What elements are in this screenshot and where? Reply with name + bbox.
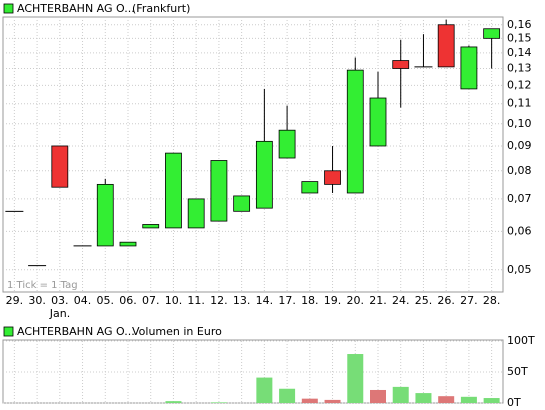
x-tick-label: 28. [483, 294, 501, 307]
candle-body [119, 241, 137, 247]
candle-body [210, 160, 228, 222]
x-tick-label: 29. [6, 294, 24, 307]
x-tick-label: 27. [460, 294, 478, 307]
legend-title: ACHTERBAHN AG O... [17, 325, 135, 338]
y-tick-label: 0,09 [507, 139, 532, 152]
volume-bar [483, 398, 500, 403]
x-tick-label: 18. [301, 294, 319, 307]
y-tick-label: 0,13 [507, 62, 532, 75]
y-tick-label: 50T [507, 365, 528, 378]
volume-bar [279, 388, 296, 403]
x-tick-label: 20. [347, 294, 365, 307]
legend-swatch [3, 326, 14, 337]
volume-bar [438, 396, 455, 403]
volume-bar [301, 398, 318, 403]
volume-bar [460, 396, 477, 403]
x-tick-label: 24. [392, 294, 410, 307]
x-tick-label: 07. [142, 294, 160, 307]
candle-body [187, 198, 205, 229]
volume-bar [324, 399, 341, 403]
y-tick-label: 0,12 [507, 78, 532, 91]
legend-subtitle: Volumen in Euro [132, 325, 222, 338]
candle-body [142, 224, 160, 229]
volume-bar [165, 401, 182, 403]
legend-title: ACHTERBAHN AG O... [17, 2, 135, 15]
price-plot-frame [2, 16, 504, 293]
volume-bar [415, 393, 432, 403]
y-tick-label: 0,08 [507, 164, 532, 177]
y-tick-label: 0,05 [507, 263, 532, 276]
legend-swatch [3, 3, 14, 14]
candle-body [369, 97, 387, 147]
y-tick-label: 0,11 [507, 97, 532, 110]
candle-body [278, 129, 296, 159]
y-tick-label: 0T [507, 396, 521, 409]
volume-bar [392, 386, 409, 403]
x-tick-label: 05. [97, 294, 115, 307]
x-tick-label: 30. [28, 294, 46, 307]
y-tick-label: 0,14 [507, 46, 532, 59]
candle-body [301, 181, 319, 194]
x-tick-label: 03. [51, 294, 69, 307]
x-tick-label: 13. [233, 294, 251, 307]
x-tick-label: 25. [415, 294, 433, 307]
x-tick-label: 11. [187, 294, 205, 307]
x-tick-label: 10. [165, 294, 183, 307]
volume-bar [256, 377, 273, 403]
candle-body [346, 69, 364, 194]
annotation: 1 Tick = 1 Tag [7, 280, 78, 291]
y-tick-label: 0,16 [507, 18, 532, 31]
candle-body [460, 46, 478, 90]
candle-body [255, 140, 273, 209]
x-tick-label: 06. [119, 294, 137, 307]
candle-body [96, 183, 114, 247]
candle-body [51, 145, 69, 188]
candle-body [233, 195, 251, 212]
x-tick-label: 21. [369, 294, 387, 307]
x-tick-label: 19. [324, 294, 342, 307]
volume-bar [347, 354, 364, 403]
x-tick-label: 14. [256, 294, 274, 307]
volume-bar [370, 389, 386, 403]
legend-subtitle: (Frankfurt) [132, 2, 190, 15]
y-tick-label: 0,06 [507, 224, 532, 237]
y-tick-label: 0,10 [507, 117, 532, 130]
y-tick-label: 0,07 [507, 192, 532, 205]
candle-body [483, 28, 501, 39]
x-tick-label: 17. [278, 294, 296, 307]
candle-body [324, 170, 341, 185]
x-tick-label: 26. [437, 294, 455, 307]
candle-body [437, 24, 455, 68]
month-label: Jan. [49, 307, 70, 320]
x-tick-label: 12. [210, 294, 228, 307]
y-tick-label: 100T [507, 334, 535, 347]
candle-body [165, 152, 182, 229]
candle-body [392, 60, 410, 69]
y-tick-label: 0,15 [507, 31, 532, 44]
volume-bar [210, 402, 227, 403]
x-tick-label: 04. [74, 294, 92, 307]
